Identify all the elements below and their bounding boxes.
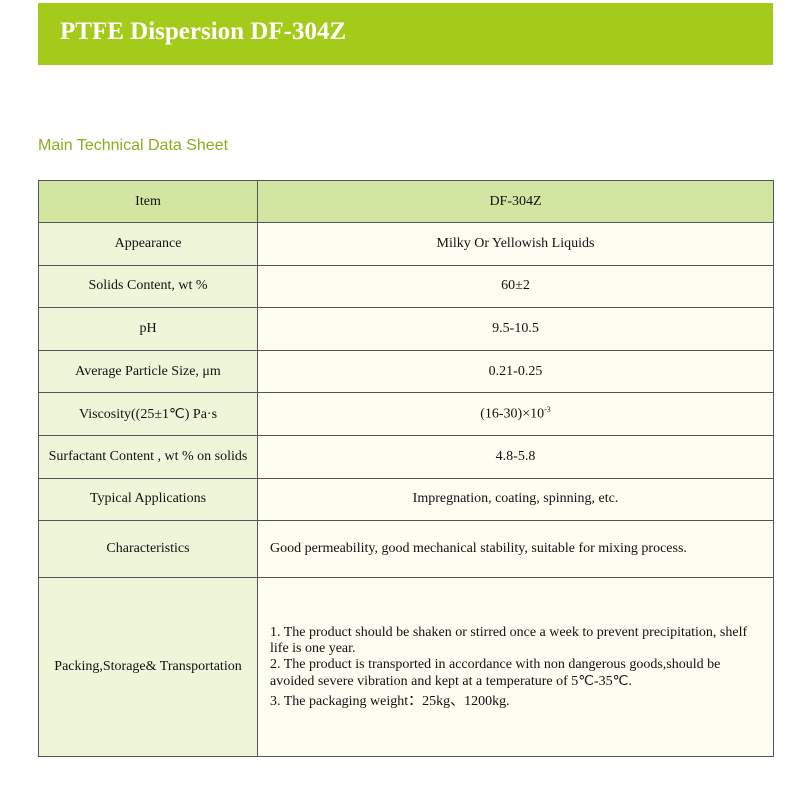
label-cell: Characteristics [38,520,258,579]
value-cell: DF-304Z [257,180,774,223]
text-line: 1. The product should be shaken or stirr… [270,624,748,656]
table-row: Appearance Milky Or Yellowish Liquids [38,222,774,266]
label-cell: pH [38,307,258,351]
page-title: PTFE Dispersion DF-304Z [60,18,347,45]
label-cell: Appearance [38,222,258,266]
section-title: Main Technical Data Sheet [38,137,229,154]
label-cell: Item [38,180,258,223]
label-cell: Solids Content, wt % [38,264,258,309]
value-base: (16-30)×10 [480,407,545,422]
label-cell: Typical Applications [38,477,258,522]
value-cell: Good permeability, good mechanical stabi… [257,520,774,579]
value-cell: Milky Or Yellowish Liquids [257,222,774,266]
value-cell: 60±2 [257,264,774,309]
table-row: Typical Applications Impregnation, coatin… [38,477,774,522]
value-cell: (16-30)×10-3 [257,392,774,436]
table-row: Characteristics Good permeability, good m… [38,520,774,579]
data-table: Item DF-304Z Appearance Milky Or Yellowish … [38,180,774,758]
label-cell: Average Particle Size, μm [38,349,258,394]
table-row: Packing,Storage& Transportation 1. The pr… [38,577,774,758]
label-cell: Viscosity((25±1℃) Pa·s [38,392,258,436]
title-banner: PTFE Dispersion DF-304Z [38,3,773,65]
value-cell: 0.21-0.25 [257,349,774,394]
text-line: 2. The product is transported in accorda… [270,656,721,689]
value-cell: 4.8-5.8 [257,434,774,479]
text-line: 3. The packaging weight：25kg、1200kg. [270,693,510,709]
header-row: Item DF-304Z [38,180,774,223]
table-row: Viscosity((25±1℃) Pa·s (16-30)×10-3 [38,392,774,436]
value-cell: Impregnation, coating, spinning, etc. [257,477,774,522]
table-row: Surfactant Content , wt % on solids 4.8-5… [38,434,774,479]
label-cell: Packing,Storage& Transportation [38,577,258,758]
value-cell: 1. The product should be shaken or stirr… [257,577,774,758]
table-row: Average Particle Size, μm 0.21-0.25 [38,349,774,394]
table-row: Solids Content, wt % 60±2 [38,264,774,309]
value-cell: 9.5-10.5 [257,307,774,351]
label-cell: Surfactant Content , wt % on solids [38,434,258,479]
value-exponent: -3 [544,405,551,415]
table-row: pH 9.5-10.5 [38,307,774,351]
